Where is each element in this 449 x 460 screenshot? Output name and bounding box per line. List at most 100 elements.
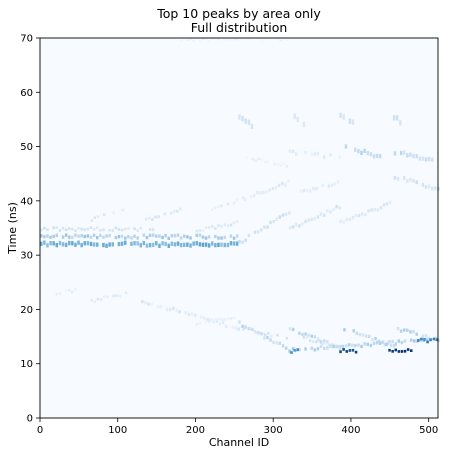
heat-cell bbox=[121, 208, 125, 212]
heat-cell bbox=[198, 233, 202, 237]
heat-cell bbox=[184, 311, 188, 315]
heat-cell bbox=[366, 151, 369, 156]
heat-cell bbox=[269, 220, 272, 225]
heat-cell bbox=[295, 152, 298, 156]
plot-background bbox=[40, 38, 438, 418]
heat-cell bbox=[43, 226, 46, 230]
heat-cell bbox=[263, 160, 267, 164]
heat-cell bbox=[399, 120, 402, 126]
plot-frame bbox=[39, 37, 439, 419]
heat-cell bbox=[204, 320, 208, 323]
heat-cell bbox=[40, 241, 43, 246]
heat-cell bbox=[223, 317, 226, 321]
heat-cell bbox=[406, 348, 410, 351]
heat-cell bbox=[235, 198, 239, 202]
heat-cell bbox=[193, 313, 197, 317]
heat-cell bbox=[304, 219, 307, 224]
heat-cell bbox=[397, 350, 401, 353]
heat-cell bbox=[164, 241, 167, 247]
heat-cell bbox=[400, 340, 404, 345]
heat-cell bbox=[326, 346, 329, 350]
heat-cell bbox=[220, 242, 223, 247]
heat-cell bbox=[211, 208, 214, 211]
heat-cell bbox=[80, 243, 83, 248]
heat-cell bbox=[313, 152, 317, 156]
heat-cell bbox=[298, 224, 301, 228]
heat-cell bbox=[207, 40, 211, 42]
heat-cell bbox=[263, 225, 266, 229]
heat-cell bbox=[285, 39, 289, 41]
heat-cell bbox=[49, 241, 52, 246]
heat-cell bbox=[99, 229, 102, 232]
heat-cell bbox=[375, 341, 379, 345]
heat-cell bbox=[254, 159, 257, 162]
heat-cell bbox=[361, 333, 365, 337]
heat-cell bbox=[106, 295, 109, 299]
heat-cell bbox=[217, 236, 220, 240]
heat-cell bbox=[339, 350, 342, 354]
heat-cell bbox=[105, 234, 108, 238]
heat-cell bbox=[167, 236, 170, 240]
heat-cell bbox=[201, 242, 205, 247]
heat-cell bbox=[288, 149, 292, 153]
heat-cell bbox=[217, 317, 220, 321]
heat-cell bbox=[232, 221, 236, 225]
heat-cell bbox=[397, 339, 401, 343]
heat-cell bbox=[136, 241, 139, 246]
heat-cell bbox=[383, 343, 387, 347]
heat-cell bbox=[302, 336, 306, 339]
heat-cell bbox=[403, 349, 407, 353]
heat-cell bbox=[420, 337, 423, 341]
heat-cell bbox=[58, 292, 62, 296]
heat-cell bbox=[248, 37, 251, 40]
heat-cell bbox=[415, 332, 418, 336]
heat-cell bbox=[296, 348, 299, 351]
heat-cell bbox=[277, 183, 281, 187]
heat-cell bbox=[190, 312, 194, 316]
heat-cell bbox=[204, 226, 208, 229]
heat-cell bbox=[279, 39, 282, 42]
heat-cell bbox=[148, 243, 152, 248]
heat-cell bbox=[223, 242, 226, 248]
heat-cell bbox=[211, 319, 214, 322]
heat-cell bbox=[432, 337, 436, 341]
heat-cell bbox=[315, 340, 318, 344]
heat-cell bbox=[195, 229, 198, 233]
heat-cell bbox=[293, 348, 296, 352]
heat-cell bbox=[345, 217, 348, 222]
heat-cell bbox=[155, 234, 158, 238]
heat-cell bbox=[319, 212, 323, 216]
heat-cell bbox=[93, 216, 97, 219]
heat-cell bbox=[426, 340, 429, 344]
heat-cell bbox=[201, 38, 205, 40]
heat-cell bbox=[260, 157, 264, 161]
heat-cell bbox=[226, 224, 230, 228]
heat-cell bbox=[214, 243, 217, 248]
heat-cell bbox=[355, 331, 359, 336]
heat-cell bbox=[291, 347, 295, 351]
heat-cell bbox=[360, 344, 363, 349]
heat-cell bbox=[368, 334, 371, 338]
heat-cell bbox=[170, 241, 174, 246]
heat-cell bbox=[89, 226, 93, 229]
heat-cell bbox=[290, 351, 293, 354]
heat-cell bbox=[218, 322, 222, 326]
heat-cell bbox=[232, 201, 236, 205]
heat-cell bbox=[145, 243, 149, 248]
heat-cell bbox=[394, 348, 397, 352]
heat-cell bbox=[83, 241, 86, 246]
heat-cell bbox=[373, 207, 376, 212]
heat-cell bbox=[189, 236, 192, 240]
heat-cell bbox=[58, 240, 62, 246]
heat-cell bbox=[201, 229, 205, 233]
heat-cell bbox=[99, 233, 102, 237]
heat-cell bbox=[120, 234, 124, 238]
heat-cell bbox=[361, 212, 364, 216]
heat-cell bbox=[354, 343, 357, 348]
heat-cell bbox=[278, 341, 282, 345]
heat-cell bbox=[223, 235, 226, 240]
heat-cell bbox=[396, 327, 400, 331]
heat-cell bbox=[304, 332, 307, 336]
